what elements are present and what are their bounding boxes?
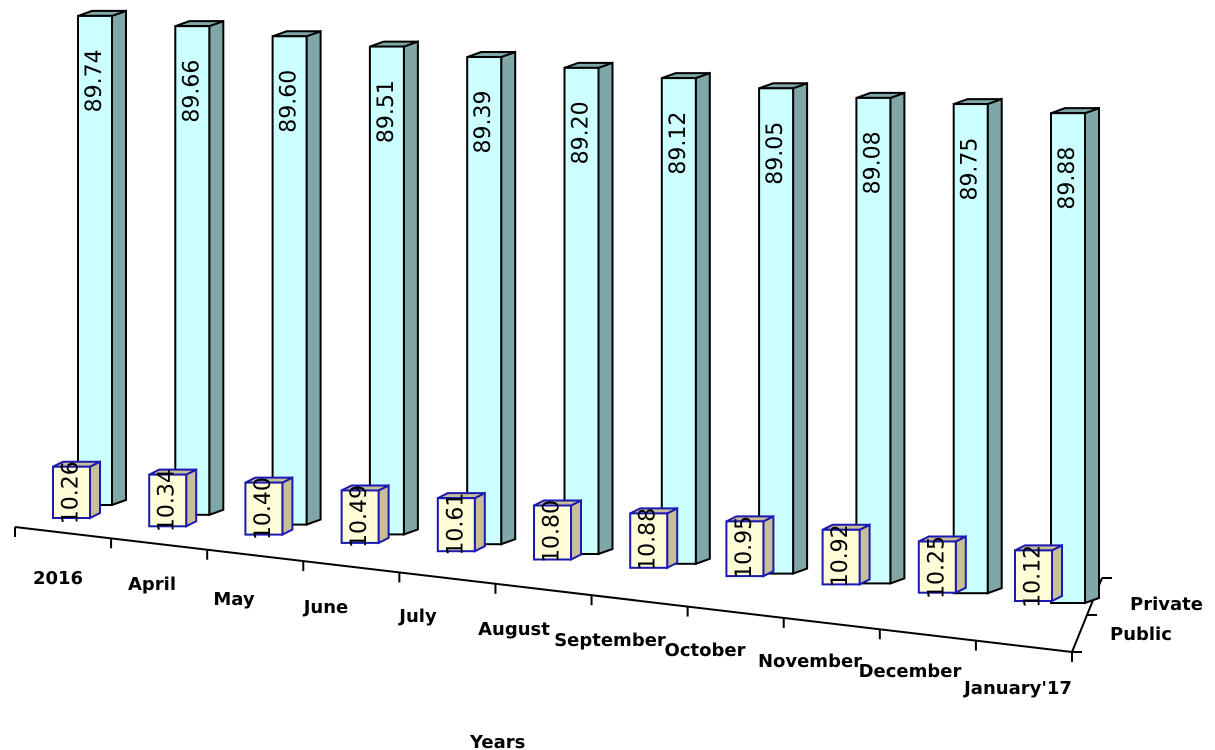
bar-private: [563, 66, 600, 556]
data-label-public: 10.40: [251, 477, 276, 540]
data-label-private: 89.51: [374, 80, 399, 143]
bar-private-side: [986, 97, 1003, 595]
data-label-private: 89.12: [666, 112, 691, 175]
data-label-private: 89.08: [860, 131, 885, 194]
x-tick-label: September: [554, 630, 666, 651]
bar-private-side: [208, 19, 225, 517]
bar-public: [725, 520, 765, 578]
bar-public-side: [954, 534, 967, 595]
series-label-private: Private: [1130, 594, 1203, 615]
bar-public-side: [281, 475, 294, 537]
x-axis-title: Years: [469, 732, 525, 750]
bar-private-side: [402, 40, 419, 536]
bar-private: [952, 103, 989, 595]
data-label-private: 89.60: [277, 70, 302, 133]
x-tick-label: January'17: [962, 678, 1072, 699]
data-label-public: 10.26: [59, 461, 84, 524]
bar-private: [174, 25, 211, 516]
bar-public: [1014, 549, 1053, 603]
x-tick-label: August: [478, 619, 550, 640]
bar-public: [533, 504, 572, 561]
bar-public-side: [377, 483, 390, 545]
bar-private-side: [305, 29, 322, 527]
x-tick-label: July: [397, 606, 437, 627]
bar-private-side: [500, 50, 517, 546]
data-label-private: 89.66: [179, 60, 204, 123]
data-label-private: 89.20: [569, 101, 594, 164]
bar-public-side: [473, 491, 486, 553]
bar-private: [466, 56, 503, 546]
x-tick-label: 2016: [33, 568, 83, 589]
data-label-public: 10.95: [732, 516, 757, 579]
bar-public: [436, 497, 476, 553]
data-label-private: 89.39: [471, 91, 496, 154]
data-label-private: 89.74: [82, 49, 107, 112]
data-label-public: 10.92: [828, 524, 853, 587]
bar-public: [917, 540, 957, 594]
x-tick-label: April: [128, 574, 176, 595]
data-label-public: 10.12: [1021, 545, 1046, 608]
x-tick-label: October: [665, 640, 746, 661]
bar-public: [52, 465, 91, 520]
bar-private: [660, 77, 697, 565]
bar-private-side: [889, 91, 906, 585]
bar-public-side: [570, 498, 582, 562]
bar-public-side: [762, 514, 775, 578]
bar-private-side: [597, 61, 614, 556]
bar-private: [758, 87, 795, 575]
bar-public-side: [666, 506, 679, 570]
data-label-public: 10.61: [443, 493, 468, 556]
bar-private-side: [694, 71, 711, 566]
bar-private: [77, 14, 113, 507]
x-tick-label: May: [213, 589, 255, 610]
data-label-public: 10.25: [924, 536, 949, 599]
data-label-public: 10.80: [540, 500, 565, 563]
bar-private-side: [1084, 106, 1100, 605]
bar-public: [244, 481, 284, 536]
bar-private-side: [792, 81, 809, 576]
data-label-public: 10.34: [155, 469, 180, 532]
bar-public-side: [89, 460, 101, 520]
bar-private: [1050, 112, 1086, 605]
bar-public-side: [858, 523, 871, 587]
x-tick-label: November: [758, 651, 862, 672]
x-tick-label: December: [859, 661, 962, 682]
data-label-private: 89.75: [958, 138, 983, 201]
data-label-private: 89.88: [1055, 147, 1080, 210]
x-tick-label: June: [302, 597, 349, 618]
bar-public: [148, 473, 188, 528]
bar-private: [855, 96, 892, 585]
data-label-private: 89.05: [763, 122, 788, 185]
bar-private-side: [111, 9, 127, 507]
data-label-public: 10.49: [347, 485, 372, 548]
bar-public: [340, 489, 380, 544]
bar-public: [821, 528, 861, 586]
bar-public-side: [185, 467, 198, 528]
data-label-public: 10.88: [636, 508, 661, 571]
x-axis-line: [14, 526, 1073, 653]
series-label-public: Public: [1110, 624, 1172, 645]
bar-public: [629, 512, 669, 569]
bar-public-side: [1051, 543, 1063, 603]
